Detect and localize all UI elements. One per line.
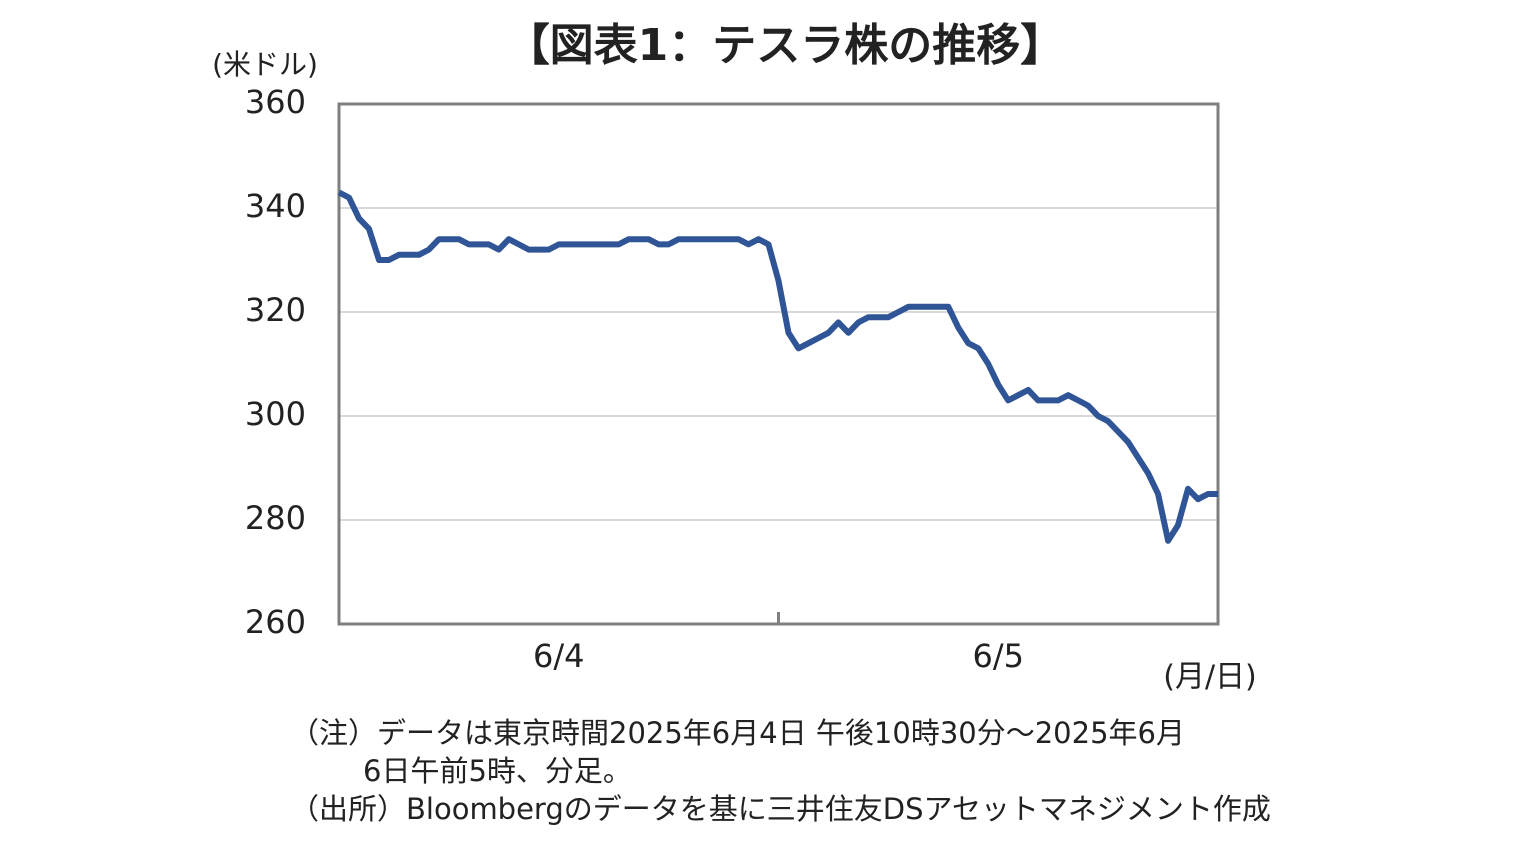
x-tick-label: 6/4 (533, 637, 585, 675)
y-tick-label: 360 (245, 83, 306, 121)
y-tick-label: 260 (245, 603, 306, 641)
y-tick-label: 320 (245, 291, 306, 329)
source: （出所）Bloombergのデータを基に三井住友DSアセットマネジメント作成 (290, 792, 1271, 826)
y-tick-label: 280 (245, 499, 306, 537)
y-tick-label: 300 (245, 395, 306, 433)
y-tick-label: 340 (245, 187, 306, 225)
x-tick-label: 6/5 (973, 637, 1025, 675)
y-axis-label: (米ドル) (212, 48, 318, 81)
x-axis-label: (月/日) (1163, 660, 1257, 695)
price-line (337, 189, 1218, 544)
plot-frame (337, 102, 1220, 626)
note: （注）データは東京時間2025年6月4日 午後10時30分～2025年6月 (290, 716, 1185, 750)
chart-title: 【図表1：テスラ株の推移】 (506, 20, 1065, 71)
note: 6日午前5時、分足。 (363, 754, 632, 788)
